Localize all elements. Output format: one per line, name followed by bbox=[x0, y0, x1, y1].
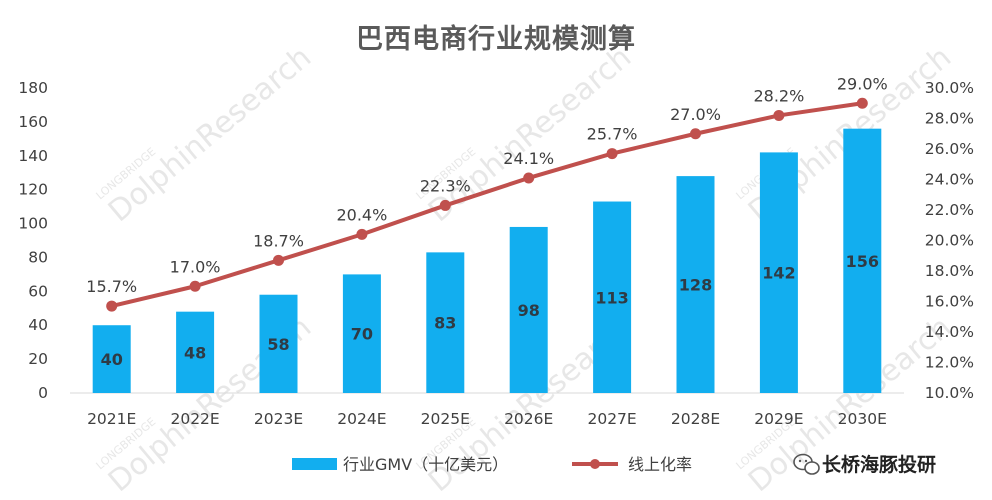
right-axis-tick-label: 14.0% bbox=[925, 323, 974, 341]
bar bbox=[259, 294, 298, 393]
x-axis-tick-label: 2026E bbox=[504, 410, 553, 428]
right-axis-tick-label: 22.0% bbox=[925, 201, 974, 219]
x-axis-tick-label: 2028E bbox=[671, 410, 720, 428]
line-marker bbox=[690, 128, 701, 140]
left-axis-tick-label: 160 bbox=[18, 113, 48, 131]
right-axis-tick-label: 20.0% bbox=[925, 232, 974, 250]
x-axis-tick-label: 2021E bbox=[87, 410, 136, 428]
line-marker bbox=[606, 148, 618, 160]
watermark-1: LONGBRIDGE DolphinResearch bbox=[94, 40, 319, 229]
left-axis-tick-label: 100 bbox=[18, 215, 48, 233]
line-value-label: 28.2% bbox=[753, 86, 804, 105]
line-marker bbox=[523, 172, 535, 184]
legend-bar-label: 行业GMV（十亿美元） bbox=[343, 455, 508, 474]
bar-value-label: 48 bbox=[184, 343, 206, 362]
right-axis-tick-label: 28.0% bbox=[925, 110, 974, 128]
line-marker bbox=[189, 280, 201, 292]
chart-title: 巴西电商行业规模测算 bbox=[356, 23, 636, 55]
legend-bar-swatch bbox=[292, 458, 337, 470]
left-axis-tick-label: 60 bbox=[28, 282, 48, 300]
left-axis-tick-label: 20 bbox=[28, 350, 48, 368]
legend-line-label: 线上化率 bbox=[628, 455, 692, 474]
bar bbox=[176, 311, 215, 393]
line-value-label: 15.7% bbox=[86, 277, 137, 296]
left-axis-tick-label: 0 bbox=[38, 384, 48, 402]
left-axis-tick-label: 140 bbox=[18, 147, 48, 165]
line-marker bbox=[439, 199, 451, 211]
line-value-label: 29.0% bbox=[837, 74, 888, 93]
line-value-label: 25.7% bbox=[587, 125, 638, 144]
bar bbox=[92, 325, 131, 393]
legend: 行业GMV（十亿美元） 线上化率 bbox=[292, 455, 692, 474]
right-axis: 10.0% 12.0% 14.0% 16.0% 18.0% 20.0% 22.0% 24.0%… bbox=[925, 79, 974, 402]
x-axis-tick-label: 2023E bbox=[254, 410, 303, 428]
right-axis-tick-label: 12.0% bbox=[925, 354, 974, 372]
bar-value-label: 156 bbox=[846, 252, 879, 271]
left-axis-tick-label: 120 bbox=[18, 181, 48, 199]
right-axis-tick-label: 24.0% bbox=[925, 171, 974, 189]
bar bbox=[676, 176, 715, 393]
line-series: 15.7% 17.0% 18.7% 20.4% 22.3% 24.1% 25.7% 27.0%… bbox=[86, 74, 888, 312]
x-axis-tick-label: 2027E bbox=[587, 410, 636, 428]
line-path bbox=[111, 101, 863, 309]
bar-value-label: 70 bbox=[351, 325, 373, 344]
bar-value-label: 113 bbox=[595, 288, 628, 307]
bar-value-label: 128 bbox=[679, 276, 712, 295]
line-value-label: 24.1% bbox=[503, 149, 554, 168]
right-axis-tick-label: 18.0% bbox=[925, 262, 974, 280]
bar-value-label: 58 bbox=[267, 335, 289, 354]
line-value-label: 18.7% bbox=[253, 231, 304, 250]
x-axis-tick-label: 2022E bbox=[170, 410, 219, 428]
right-axis-tick-label: 26.0% bbox=[925, 140, 974, 158]
brand-badge: 长桥海豚投研 bbox=[793, 453, 936, 476]
x-axis-tick-label: 2025E bbox=[421, 410, 470, 428]
x-axis-tick-label: 2024E bbox=[337, 410, 386, 428]
bar bbox=[509, 226, 548, 393]
legend-line-marker bbox=[590, 459, 600, 469]
x-axis-tick-label: 2030E bbox=[838, 410, 887, 428]
line-marker bbox=[356, 228, 368, 240]
line-marker bbox=[273, 254, 284, 266]
line-value-label: 22.3% bbox=[420, 176, 471, 195]
x-axis: 2021E 2022E 2023E 2024E 2025E 2026E 2027E 2028E… bbox=[87, 410, 887, 428]
bar bbox=[593, 201, 632, 393]
bar-value-label: 98 bbox=[518, 301, 540, 320]
left-axis-tick-label: 80 bbox=[28, 248, 48, 266]
brand-text: 长桥海豚投研 bbox=[822, 453, 936, 476]
watermark-name: DolphinResearch bbox=[102, 40, 318, 229]
bar-series: 40 48 58 70 83 98 113 128 142 156 bbox=[92, 128, 882, 393]
x-axis-tick-label: 2029E bbox=[754, 410, 803, 428]
bar-value-label: 142 bbox=[762, 264, 795, 283]
left-axis: 0 20 40 60 80 100 120 140 160 180 bbox=[18, 79, 48, 402]
line-marker bbox=[106, 300, 118, 312]
line-value-label: 27.0% bbox=[670, 105, 721, 124]
wechat-icon bbox=[793, 453, 820, 475]
line-marker bbox=[856, 97, 868, 109]
right-axis-tick-label: 10.0% bbox=[925, 384, 974, 402]
bar bbox=[843, 128, 882, 393]
right-axis-tick-label: 16.0% bbox=[925, 293, 974, 311]
bar bbox=[426, 252, 465, 393]
bar bbox=[759, 152, 798, 393]
bar-value-label: 83 bbox=[434, 314, 456, 333]
line-value-label: 17.0% bbox=[170, 257, 221, 276]
left-axis-tick-label: 40 bbox=[28, 316, 48, 334]
bar bbox=[342, 274, 381, 393]
line-value-label: 20.4% bbox=[336, 205, 387, 224]
right-axis-tick-label: 30.0% bbox=[925, 79, 974, 97]
left-axis-tick-label: 180 bbox=[18, 79, 48, 97]
bar-value-label: 40 bbox=[101, 350, 123, 369]
line-marker bbox=[773, 109, 785, 121]
